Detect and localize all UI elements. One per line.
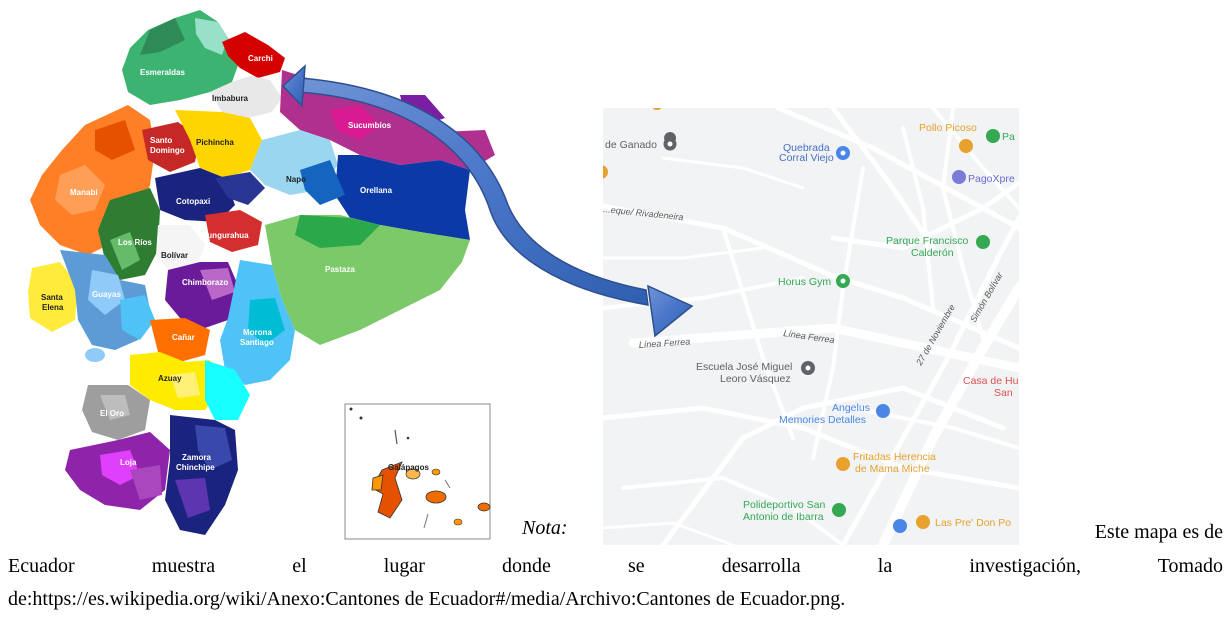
curved-arrow-body — [298, 78, 648, 305]
nota-label: Nota: — [522, 517, 568, 540]
caption-line2: Ecuador muestra el lugar donde se desarr… — [8, 551, 1223, 582]
arrow-head-left — [283, 66, 305, 106]
caption-line1-end: Este mapa es de — [1038, 517, 1223, 548]
caption-line3: de:https://es.wikipedia.org/wiki/Anexo:C… — [8, 584, 845, 615]
arrow-head-right — [648, 286, 692, 336]
